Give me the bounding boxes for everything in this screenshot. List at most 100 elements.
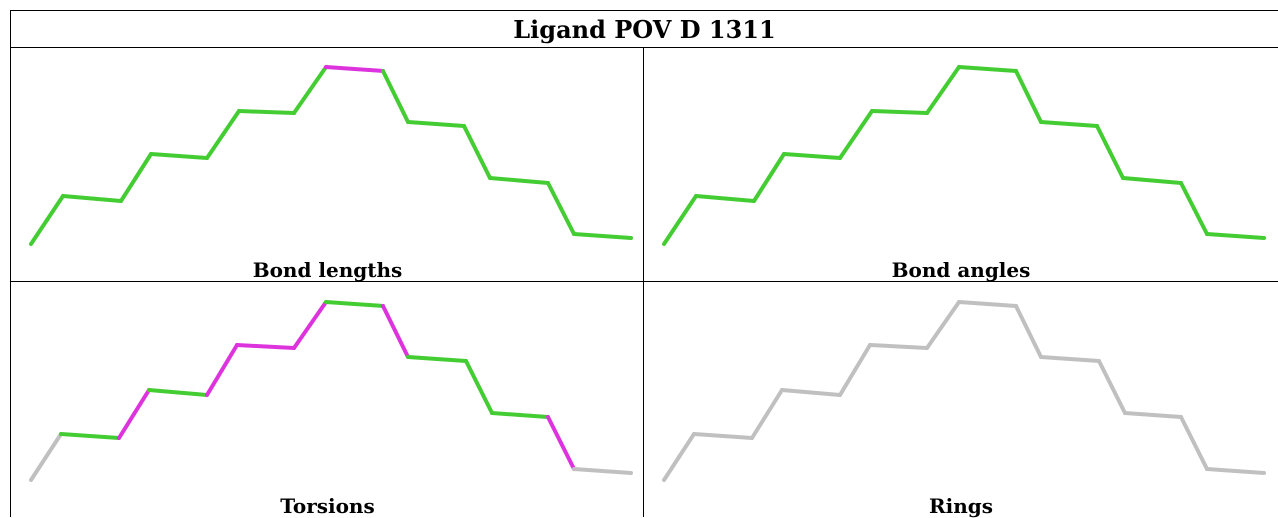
ligand-validation-figure: Ligand POV D 1311 Bond lengths Bond angl… xyxy=(10,10,1278,518)
bond-segment xyxy=(1108,150,1125,180)
bond-segment xyxy=(147,388,180,395)
bond-segment xyxy=(308,300,328,327)
bond-segment xyxy=(765,388,784,416)
bond-segment xyxy=(117,412,136,440)
bond-segment xyxy=(838,132,858,160)
bond-segment xyxy=(205,132,225,160)
bond-segment xyxy=(462,124,479,154)
bond-segment xyxy=(838,368,857,397)
bond-segment xyxy=(662,218,682,246)
bond-segment xyxy=(517,178,550,185)
bond-segment xyxy=(870,109,902,114)
bond-segment xyxy=(1205,467,1238,473)
bond-segment xyxy=(1233,469,1266,475)
bond-angles-molecule-diagram xyxy=(662,65,1266,246)
bond-segment xyxy=(475,150,492,180)
bond-segment xyxy=(352,302,385,308)
bond-segment xyxy=(1151,413,1183,419)
bond-segment xyxy=(1097,359,1114,389)
bond-segment xyxy=(406,120,438,126)
bond-segment xyxy=(694,194,727,201)
panel-caption: Torsions xyxy=(280,494,375,518)
bond-segment xyxy=(925,88,945,115)
bond-segment xyxy=(941,65,961,92)
figure-title: Ligand POV D 1311 xyxy=(10,10,1278,48)
bond-segment xyxy=(177,154,209,160)
bond-segment xyxy=(925,323,945,350)
bond-segment xyxy=(90,196,123,203)
bond-segment xyxy=(572,232,605,238)
bond-segment xyxy=(677,432,696,459)
panel-bond-angles: Bond angles xyxy=(643,47,1278,282)
bond-segment xyxy=(518,413,550,419)
bond-segment xyxy=(1039,355,1072,361)
bond-segment xyxy=(1068,357,1101,363)
bond-segment xyxy=(61,194,94,201)
bond-segment xyxy=(59,432,92,438)
bond-segment xyxy=(692,432,725,438)
bond-segment xyxy=(149,152,181,158)
bond-segment xyxy=(381,304,398,334)
bond-segment xyxy=(29,218,49,246)
bond-segment xyxy=(477,385,494,415)
bond-segment xyxy=(721,434,754,440)
bond-segment xyxy=(600,469,633,475)
bond-segment xyxy=(1067,122,1099,128)
bond-segment xyxy=(941,300,961,327)
bond-segment xyxy=(490,411,522,417)
bond-segment xyxy=(1179,181,1196,211)
bond-segment xyxy=(752,175,771,203)
bond-segment xyxy=(678,194,698,222)
bond-segment xyxy=(546,181,563,211)
bond-segment xyxy=(1192,206,1209,236)
bond-segment xyxy=(1150,178,1183,185)
bond-segment xyxy=(853,343,872,372)
panel-caption: Bond angles xyxy=(891,258,1031,282)
bond-segment xyxy=(134,152,153,180)
bond-segment xyxy=(488,176,521,183)
bond-segment xyxy=(1014,69,1031,99)
bond-segment xyxy=(132,388,151,416)
bond-segment xyxy=(44,432,63,459)
panel-bond-lengths: Bond lengths xyxy=(10,47,644,282)
panel-torsions: Torsions xyxy=(10,282,644,518)
bond-segment xyxy=(308,65,328,92)
bond-segment xyxy=(205,368,224,397)
bond-segment xyxy=(464,359,481,389)
panel-caption: Rings xyxy=(928,494,993,518)
bond-segment xyxy=(263,344,296,350)
panel-caption: Bond lengths xyxy=(252,258,403,282)
bond-segment xyxy=(896,344,929,350)
bond-segment xyxy=(1014,304,1031,334)
bond-segment xyxy=(985,302,1018,308)
bond-segment xyxy=(559,441,576,471)
bond-segment xyxy=(324,65,357,71)
bond-segment xyxy=(810,154,842,160)
bond-segment xyxy=(897,110,929,115)
bond-segment xyxy=(29,455,48,482)
bond-segment xyxy=(237,109,269,114)
bond-segment xyxy=(780,388,813,395)
bond-lengths-molecule-diagram xyxy=(29,65,633,246)
bond-segment xyxy=(235,343,268,349)
bond-segment xyxy=(809,390,842,397)
bond-segment xyxy=(220,343,239,372)
bond-segment xyxy=(750,412,769,440)
bond-segment xyxy=(1192,441,1209,471)
bond-segment xyxy=(1233,234,1266,240)
bond-segment xyxy=(559,206,576,236)
panel-rings: Rings xyxy=(643,282,1278,518)
bond-segment xyxy=(1205,232,1238,238)
bond-segment xyxy=(381,69,398,99)
bond-segment xyxy=(1179,415,1196,445)
bond-segment xyxy=(985,67,1018,73)
bond-segment xyxy=(1123,411,1155,417)
bond-segment xyxy=(435,357,468,363)
bond-segment xyxy=(406,355,439,361)
bond-segment xyxy=(292,323,312,350)
bond-segment xyxy=(119,175,138,203)
rings-molecule-diagram xyxy=(662,300,1266,482)
bond-segment xyxy=(393,329,410,359)
torsions-molecule-diagram xyxy=(29,300,633,482)
bond-segment xyxy=(854,109,874,137)
